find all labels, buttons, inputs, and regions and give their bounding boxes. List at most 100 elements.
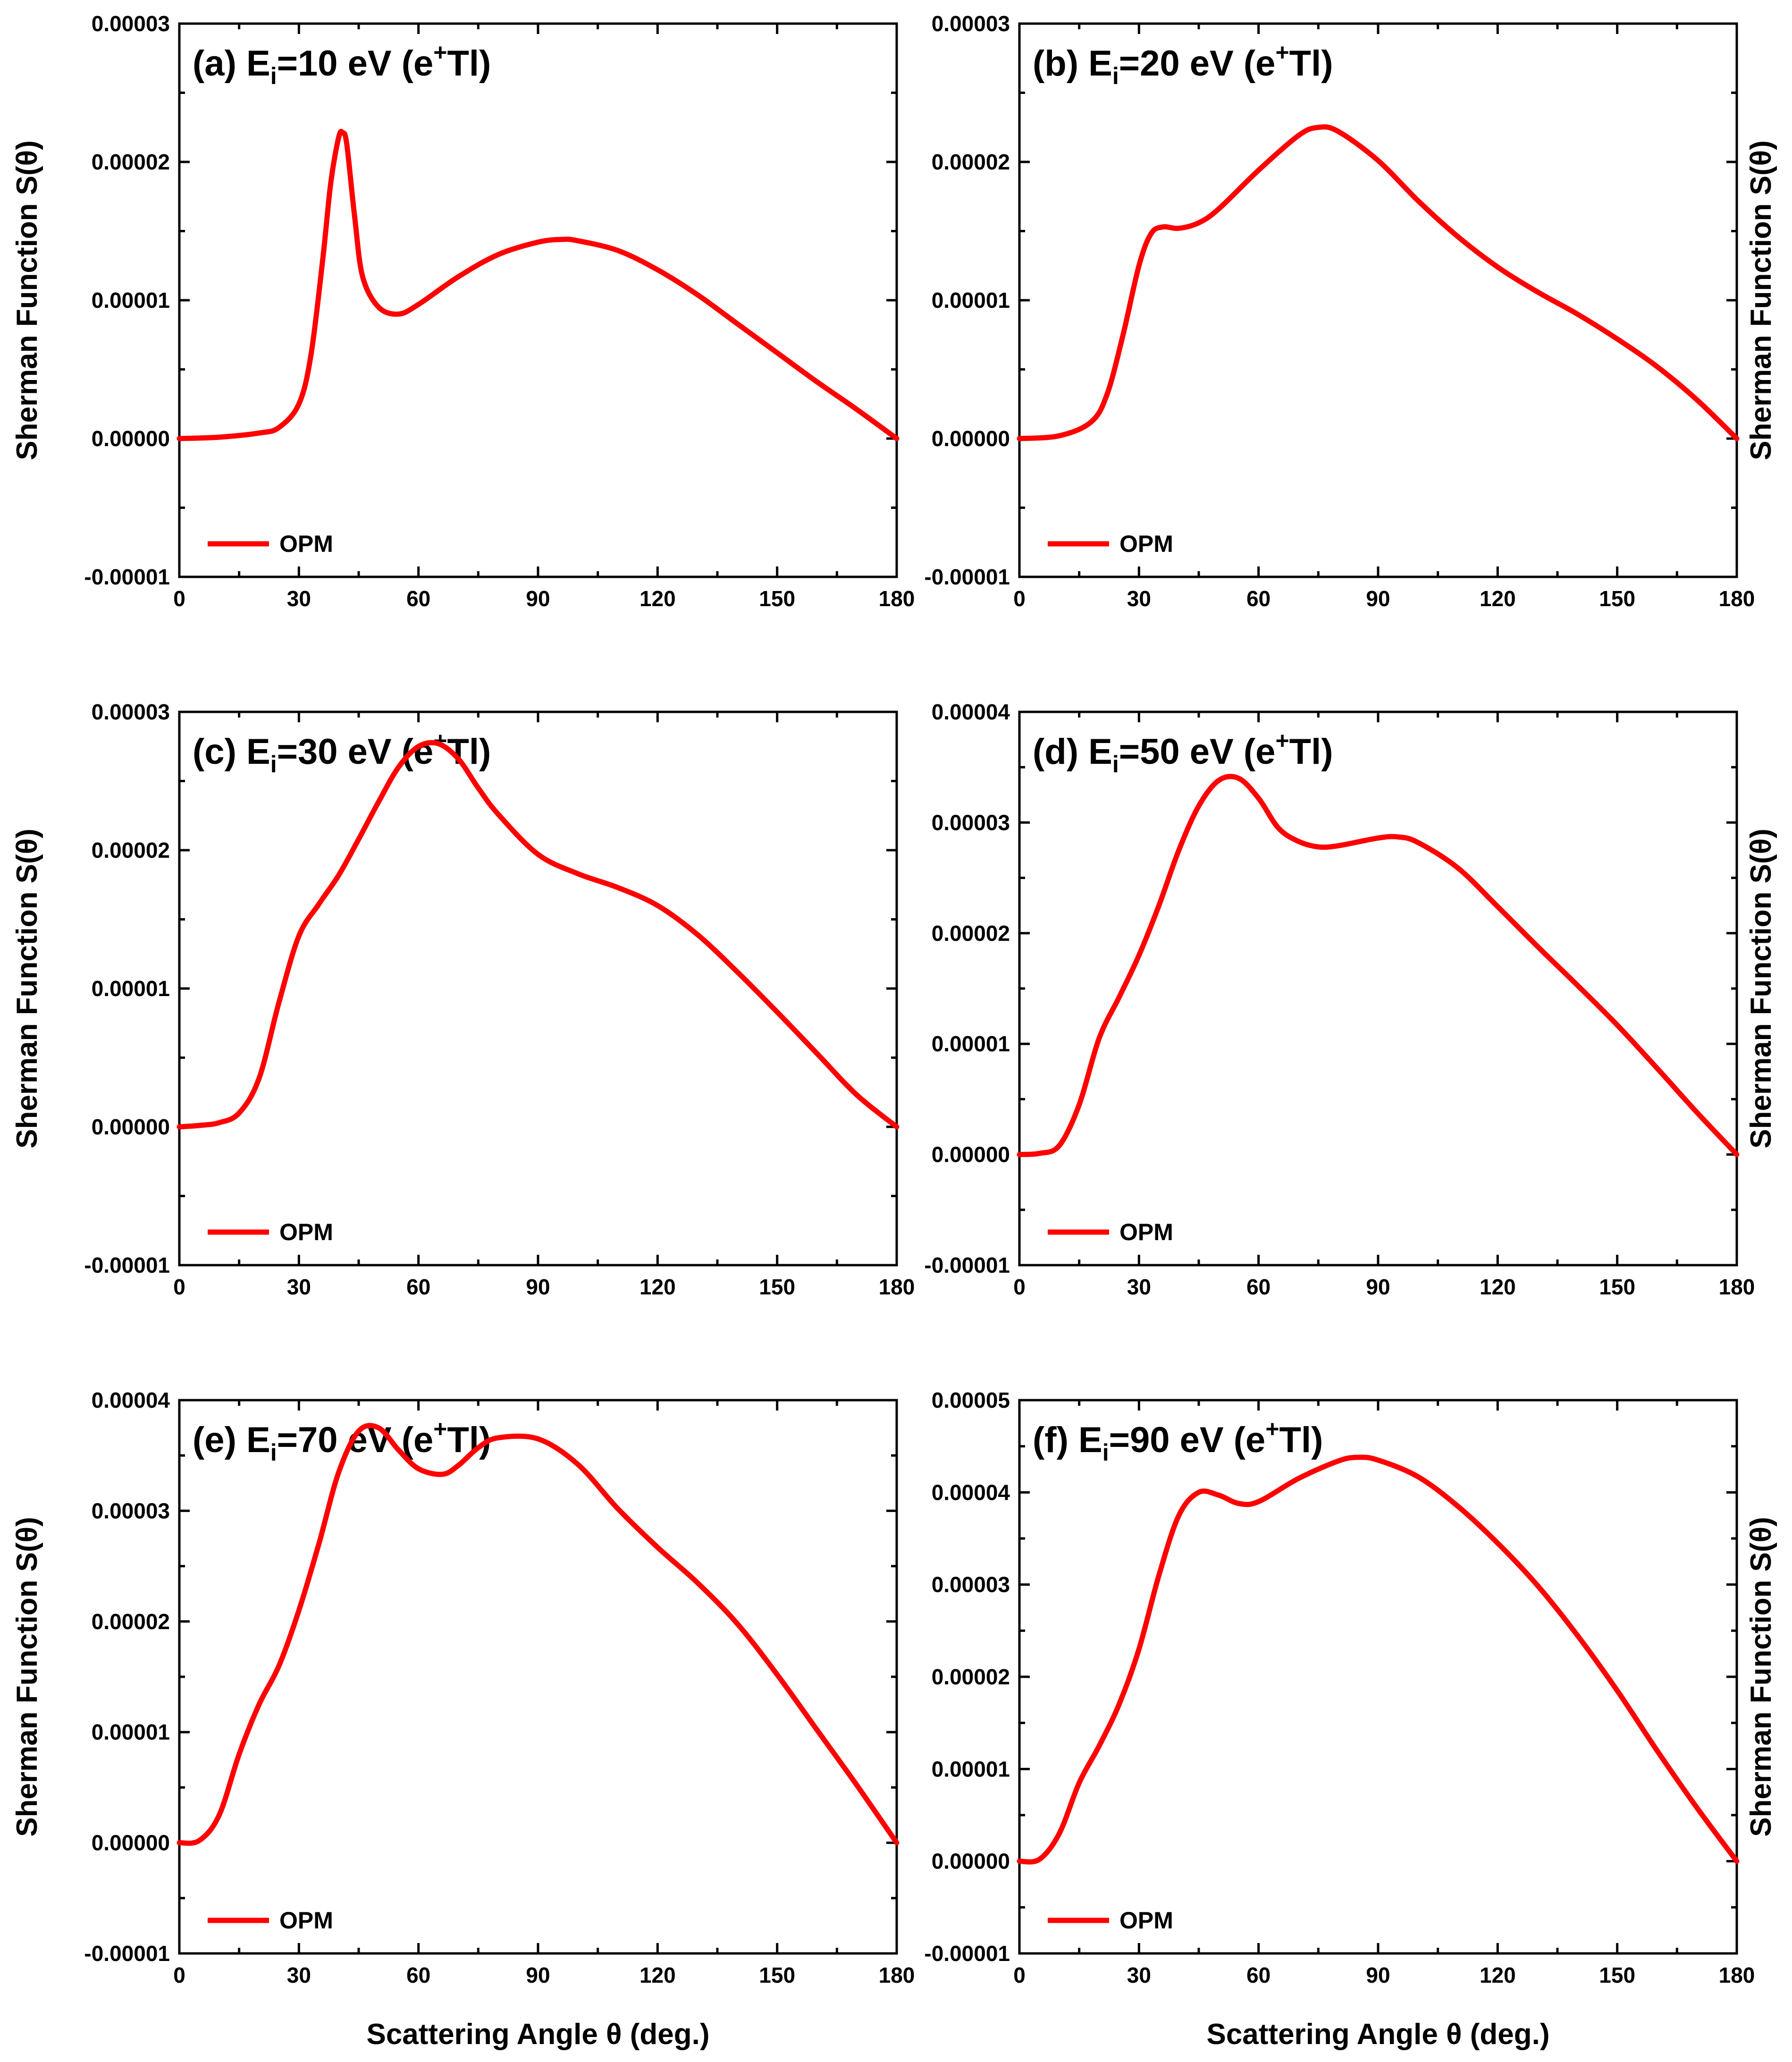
panel-title-prefix: (a) E — [193, 43, 270, 84]
y-tick-label: 0.00000 — [932, 1849, 1010, 1874]
x-tick-label: 0 — [173, 586, 185, 611]
panel-d: 0 30 60 90 120 150 180 -0.00001 0.00000 0.00001 0.… — [924, 700, 1777, 1299]
legend-label: OPM — [279, 1219, 333, 1245]
y-tick-label: -0.00001 — [84, 565, 170, 589]
x-axis-title-right: Scattering Angle θ (deg.) — [1206, 2018, 1549, 2051]
y-tick-label: 0.00000 — [932, 1142, 1010, 1167]
x-tick-label: 0 — [1013, 1275, 1026, 1299]
y-axis-title: Sherman Function S(θ) — [11, 828, 43, 1149]
x-tick-label: 120 — [1480, 1275, 1516, 1299]
panel-e: 0 30 60 90 120 150 180 -0.00001 0.00000 0.00001 0.… — [11, 1388, 915, 1987]
x-tick-label: 180 — [1719, 1275, 1755, 1299]
panel-title-sup: + — [1265, 1416, 1279, 1442]
y-tick-label: 0.00002 — [932, 150, 1010, 174]
series-line-opm — [1017, 124, 1740, 441]
y-tick-label: 0.00001 — [92, 976, 170, 1001]
series-line-opm — [177, 128, 900, 441]
y-tick-label: 0.00001 — [92, 1720, 170, 1744]
panel-title-suffix: Tl) — [1279, 1420, 1323, 1460]
y-axis-title: Sherman Function S(θ) — [1745, 140, 1777, 460]
legend-label: OPM — [1119, 531, 1173, 557]
panel-title-prefix: (e) E — [193, 1420, 270, 1460]
panel-title: (d) Ei=50 eV (e+Tl) — [1033, 727, 1333, 777]
x-tick-label: 150 — [759, 586, 795, 611]
panel-title: (b) Ei=20 eV (e+Tl) — [1033, 39, 1333, 89]
x-tick-label: 150 — [759, 1963, 795, 1987]
y-axis-title: Sherman Function S(θ) — [11, 1517, 43, 1837]
y-tick-label: 0.00001 — [932, 1757, 1010, 1781]
x-tick-label: 90 — [526, 586, 550, 611]
panel-title-mid: =10 eV (e — [277, 43, 434, 84]
y-tick-label: -0.00001 — [84, 1941, 170, 1966]
panel-title: (a) Ei=10 eV (e+Tl) — [193, 39, 491, 89]
y-tick-label: -0.00001 — [924, 565, 1010, 589]
x-tick-label: 90 — [526, 1963, 550, 1987]
panel-title-prefix: (d) E — [1033, 732, 1112, 772]
y-axis-title: Sherman Function S(θ) — [11, 140, 43, 460]
panel-title-mid: =90 eV (e — [1109, 1420, 1266, 1460]
panel-title-sup: + — [1275, 39, 1289, 66]
x-tick-label: 30 — [287, 1275, 311, 1299]
y-tick-label: 0.00004 — [932, 1480, 1010, 1504]
legend-label: OPM — [279, 531, 333, 557]
x-tick-label: 120 — [639, 1963, 676, 1987]
panel-title-sup: + — [433, 39, 447, 66]
panel-title-mid: =30 eV (e — [277, 732, 434, 772]
panel-title-prefix: (c) E — [193, 732, 270, 772]
x-tick-label: 0 — [173, 1275, 185, 1299]
panel-title-mid: =50 eV (e — [1119, 732, 1276, 772]
x-tick-label: 0 — [173, 1963, 185, 1987]
panel-title: (f) Ei=90 eV (e+Tl) — [1033, 1416, 1323, 1466]
y-tick-label: 0.00003 — [932, 810, 1010, 835]
panel-title-mid: =20 eV (e — [1119, 43, 1276, 84]
y-tick-label: 0.00003 — [932, 1572, 1010, 1597]
y-tick-label: 0.00004 — [92, 1388, 170, 1412]
y-tick-label: 0.00001 — [932, 288, 1010, 313]
panel-c: 0 30 60 90 120 150 180 -0.00001 0.00000 0.00001 0.… — [11, 700, 915, 1299]
x-tick-label: 150 — [759, 1275, 795, 1299]
series-line-opm — [1017, 774, 1740, 1158]
x-tick-label: 180 — [879, 586, 915, 611]
panel-title-prefix: (b) E — [1033, 43, 1112, 84]
x-tick-label: 60 — [406, 1275, 430, 1299]
legend-label: OPM — [1119, 1219, 1173, 1245]
x-tick-label: 120 — [639, 1275, 676, 1299]
x-tick-label: 150 — [1599, 1963, 1635, 1987]
legend-label: OPM — [279, 1907, 333, 1934]
panel-title-suffix: Tl) — [447, 43, 491, 84]
x-tick-label: 30 — [1127, 1963, 1151, 1987]
y-tick-label: 0.00000 — [932, 426, 1010, 451]
x-tick-label: 180 — [1719, 1963, 1755, 1987]
series-line-opm — [177, 1423, 900, 1846]
y-tick-label: 0.00004 — [932, 700, 1010, 724]
series-line-opm — [177, 740, 900, 1130]
series-line-opm — [1017, 1454, 1740, 1865]
x-tick-label: 150 — [1599, 1275, 1635, 1299]
panel-title-sup: + — [433, 1416, 447, 1442]
x-tick-label: 90 — [526, 1275, 550, 1299]
y-tick-label: 0.00000 — [92, 1831, 170, 1855]
panel-title-suffix: Tl) — [1289, 43, 1333, 84]
panel-title-prefix: (f) E — [1033, 1420, 1102, 1460]
y-tick-label: 0.00003 — [932, 11, 1010, 36]
y-tick-label: -0.00001 — [924, 1941, 1010, 1966]
panels-group: 0 30 60 90 120 150 180 -0.00001 0.00000 0.00001 0.… — [11, 11, 1777, 1987]
panel-title-sub: i — [270, 1439, 277, 1466]
x-tick-label: 60 — [406, 1963, 430, 1987]
y-tick-label: 0.00002 — [932, 1665, 1010, 1689]
panel-b: 0 30 60 90 120 150 180 -0.00001 0.00000 0.00001 0.… — [924, 11, 1777, 611]
x-tick-label: 30 — [1127, 1275, 1151, 1299]
x-tick-label: 60 — [1246, 1275, 1270, 1299]
y-tick-label: 0.00003 — [92, 11, 170, 36]
y-tick-label: 0.00000 — [92, 426, 170, 451]
panel-f: 0 30 60 90 120 150 180 -0.00001 0.00000 0.00001 0.… — [924, 1388, 1777, 1987]
x-tick-label: 30 — [287, 1963, 311, 1987]
panel-a: 0 30 60 90 120 150 180 -0.00001 0.00000 0.00001 0.… — [11, 11, 915, 611]
x-tick-label: 120 — [1480, 1963, 1516, 1987]
panel-title-suffix: Tl) — [1289, 732, 1333, 772]
y-tick-label: 0.00002 — [92, 1609, 170, 1634]
panel-title-sub: i — [1112, 751, 1119, 777]
panel-title-sup: + — [1275, 727, 1289, 754]
x-tick-label: 60 — [406, 586, 430, 611]
y-tick-label: 0.00001 — [932, 1031, 1010, 1056]
